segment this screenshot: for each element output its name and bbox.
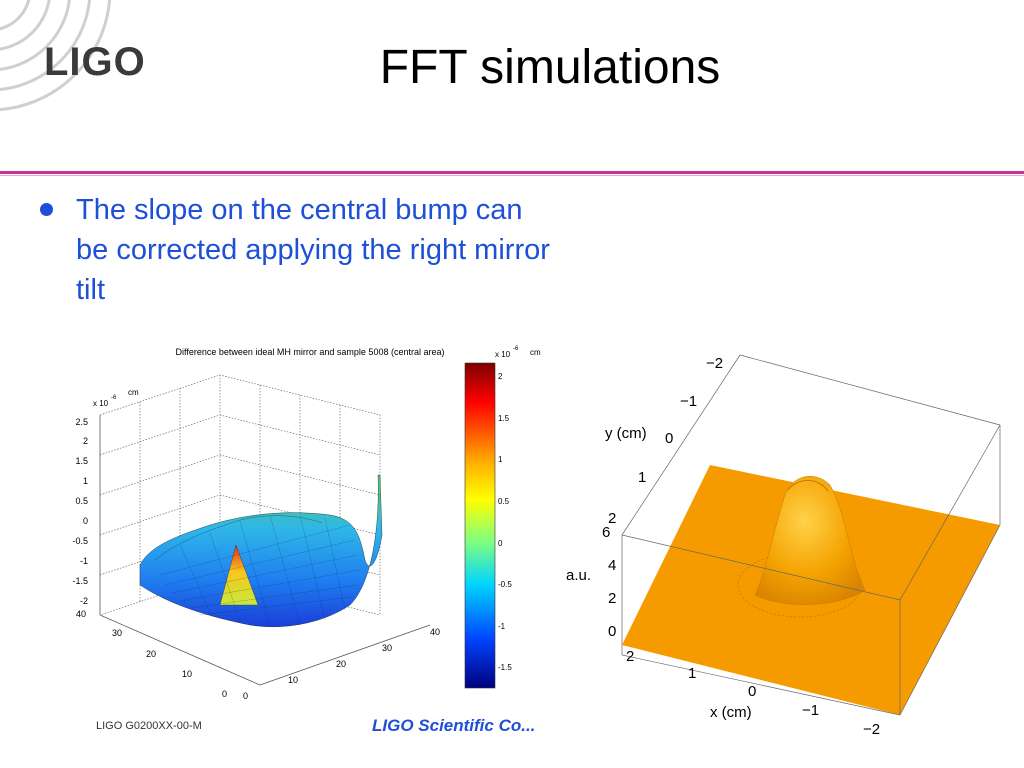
x-tick-label: −2: [863, 721, 880, 738]
colorbar-unit: cm: [530, 348, 541, 357]
colorbar-tick-label: 1: [498, 455, 503, 464]
footer-collaboration: LIGO Scientific Co...: [372, 716, 536, 735]
left-plot-z-exponent: x 10: [93, 399, 109, 408]
y-tick-label: 0: [665, 430, 673, 447]
z-tick-label: -1: [80, 556, 88, 566]
footer-document-id: LIGO G0200XX-00-M: [96, 720, 202, 732]
colorbar-tick-label: -1: [498, 622, 506, 631]
z-tick-label: -1.5: [72, 576, 88, 586]
left-plot-z-exponent-power: -6: [111, 395, 117, 401]
x-tick-label: 0: [243, 691, 248, 701]
z-tick-label: 1: [83, 476, 88, 486]
ligo-logo: LIGO: [44, 40, 146, 84]
y-tick-label: 10: [182, 669, 192, 679]
x-tick-label: 20: [336, 659, 346, 669]
z-tick-label: 4: [608, 557, 616, 574]
colorbar-tick-label: -0.5: [498, 580, 512, 589]
z-tick-label: -0.5: [72, 536, 88, 546]
right-surface-plot: y (cm) −2 −1 0 1 2 a.u. 6 4 2 0 2 1 0 −1…: [566, 354, 1001, 738]
title-divider: [0, 171, 1024, 174]
colorbar-tick-label: 1.5: [498, 414, 510, 423]
y-tick-label: 30: [112, 628, 122, 638]
z-tick-label: 0.5: [75, 496, 88, 506]
colorbar-tick-label: 0: [498, 539, 503, 548]
z-tick-label: -2: [80, 596, 88, 606]
x-tick-label: 1: [688, 665, 696, 682]
y-tick-label: 0: [222, 689, 227, 699]
z-tick-label: 1.5: [75, 456, 88, 466]
y-tick-label: 2: [608, 510, 616, 527]
x-tick-label: 2: [626, 648, 634, 665]
z-tick-label: 2: [608, 590, 616, 607]
y-tick-label: 40: [76, 609, 86, 619]
z-tick-label: 6: [602, 524, 610, 541]
y-tick-label: −2: [706, 355, 723, 372]
y-axis-label: y (cm): [605, 425, 647, 442]
x-tick-label: 0: [748, 683, 756, 700]
title-divider-shadow: [0, 175, 1024, 176]
x-tick-label: 30: [382, 643, 392, 653]
slide-title: FFT simulations: [379, 41, 721, 94]
left-plot-z-unit: cm: [128, 388, 139, 397]
colorbar-exponent-power: -6: [513, 346, 519, 352]
colorbar-tick-label: 0.5: [498, 497, 510, 506]
z-tick-label: 2: [83, 436, 88, 446]
bullet-text: The slope on the central bump can be cor…: [76, 194, 550, 306]
colorbar-tick-label: 2: [498, 372, 503, 381]
y-tick-label: 1: [638, 469, 646, 486]
z-axis-label: a.u.: [566, 567, 591, 584]
x-tick-label: 40: [430, 627, 440, 637]
z-tick-label: 2.5: [75, 417, 88, 427]
x-tick-label: 10: [288, 675, 298, 685]
x-tick-label: −1: [802, 702, 819, 719]
colorbar-tick-label: -1.5: [498, 663, 512, 672]
z-tick-label: 0: [608, 623, 616, 640]
y-tick-label: −1: [680, 393, 697, 410]
bullet-dot-icon: [40, 203, 53, 216]
left-surface-plot: Difference between ideal MH mirror and s…: [72, 346, 541, 701]
colorbar-exponent: x 10: [495, 350, 511, 359]
colorbar: [464, 362, 496, 689]
z-tick-label: 0: [83, 516, 88, 526]
x-axis-label: x (cm): [710, 704, 752, 721]
y-tick-label: 20: [146, 649, 156, 659]
left-plot-title: Difference between ideal MH mirror and s…: [176, 347, 445, 357]
